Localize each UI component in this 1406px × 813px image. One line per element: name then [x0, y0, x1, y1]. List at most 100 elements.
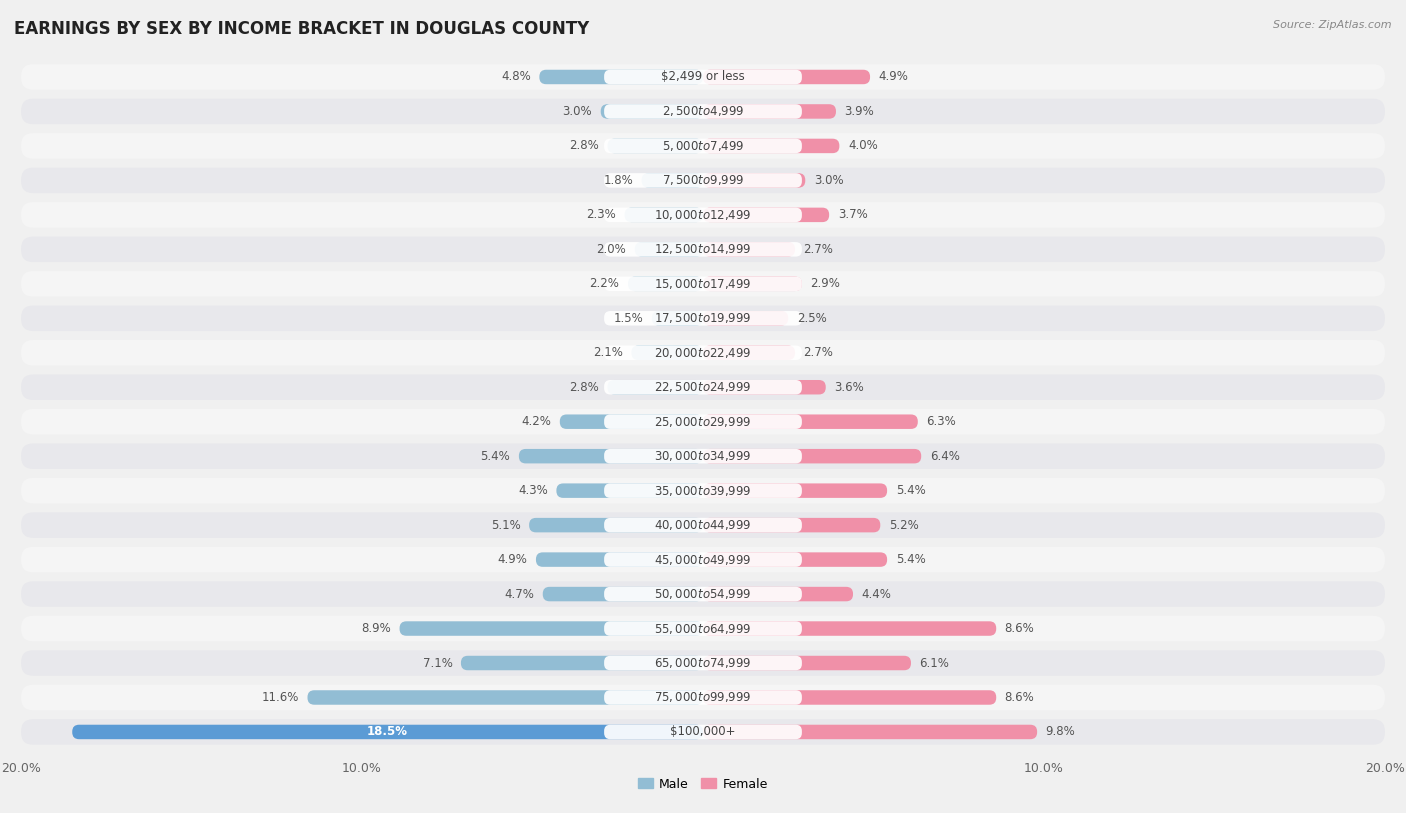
FancyBboxPatch shape — [605, 311, 801, 325]
FancyBboxPatch shape — [703, 656, 911, 670]
FancyBboxPatch shape — [21, 375, 1385, 400]
FancyBboxPatch shape — [703, 70, 870, 85]
Text: $17,500 to $19,999: $17,500 to $19,999 — [654, 311, 752, 325]
FancyBboxPatch shape — [703, 724, 1038, 739]
Text: 9.8%: 9.8% — [1046, 725, 1076, 738]
Text: $10,000 to $12,499: $10,000 to $12,499 — [654, 208, 752, 222]
FancyBboxPatch shape — [308, 690, 703, 705]
Text: $55,000 to $64,999: $55,000 to $64,999 — [654, 622, 752, 636]
Text: 4.7%: 4.7% — [505, 588, 534, 601]
FancyBboxPatch shape — [703, 449, 921, 463]
FancyBboxPatch shape — [703, 484, 887, 498]
FancyBboxPatch shape — [703, 552, 887, 567]
FancyBboxPatch shape — [605, 552, 801, 567]
FancyBboxPatch shape — [703, 139, 839, 153]
Text: 5.2%: 5.2% — [889, 519, 918, 532]
FancyBboxPatch shape — [703, 380, 825, 394]
Text: 3.6%: 3.6% — [834, 380, 865, 393]
FancyBboxPatch shape — [607, 139, 703, 153]
FancyBboxPatch shape — [519, 449, 703, 463]
Text: $45,000 to $49,999: $45,000 to $49,999 — [654, 553, 752, 567]
FancyBboxPatch shape — [605, 139, 801, 153]
FancyBboxPatch shape — [605, 207, 801, 222]
Text: 2.0%: 2.0% — [596, 243, 626, 256]
Text: 1.5%: 1.5% — [613, 312, 644, 324]
FancyBboxPatch shape — [21, 581, 1385, 606]
FancyBboxPatch shape — [21, 615, 1385, 641]
Text: 8.9%: 8.9% — [361, 622, 391, 635]
FancyBboxPatch shape — [605, 276, 801, 291]
FancyBboxPatch shape — [641, 173, 703, 188]
Text: 3.7%: 3.7% — [838, 208, 868, 221]
Text: $2,499 or less: $2,499 or less — [661, 71, 745, 84]
FancyBboxPatch shape — [607, 380, 703, 394]
FancyBboxPatch shape — [636, 242, 703, 257]
Text: $15,000 to $17,499: $15,000 to $17,499 — [654, 276, 752, 291]
Text: $65,000 to $74,999: $65,000 to $74,999 — [654, 656, 752, 670]
FancyBboxPatch shape — [703, 242, 794, 257]
Text: $40,000 to $44,999: $40,000 to $44,999 — [654, 518, 752, 533]
Text: $20,000 to $22,499: $20,000 to $22,499 — [654, 346, 752, 360]
Text: $12,500 to $14,999: $12,500 to $14,999 — [654, 242, 752, 256]
FancyBboxPatch shape — [21, 202, 1385, 228]
Text: $35,000 to $39,999: $35,000 to $39,999 — [654, 484, 752, 498]
Text: 7.1%: 7.1% — [423, 657, 453, 670]
FancyBboxPatch shape — [605, 70, 801, 85]
Text: 2.2%: 2.2% — [589, 277, 620, 290]
Text: 5.4%: 5.4% — [896, 553, 925, 566]
FancyBboxPatch shape — [624, 207, 703, 222]
Text: 5.1%: 5.1% — [491, 519, 520, 532]
FancyBboxPatch shape — [21, 340, 1385, 366]
FancyBboxPatch shape — [543, 587, 703, 602]
FancyBboxPatch shape — [560, 415, 703, 429]
Text: $5,000 to $7,499: $5,000 to $7,499 — [662, 139, 744, 153]
FancyBboxPatch shape — [605, 484, 801, 498]
FancyBboxPatch shape — [703, 621, 997, 636]
Text: $2,500 to $4,999: $2,500 to $4,999 — [662, 104, 744, 119]
FancyBboxPatch shape — [21, 306, 1385, 331]
FancyBboxPatch shape — [703, 518, 880, 533]
Text: 2.8%: 2.8% — [569, 380, 599, 393]
Text: $22,500 to $24,999: $22,500 to $24,999 — [654, 380, 752, 394]
FancyBboxPatch shape — [461, 656, 703, 670]
FancyBboxPatch shape — [21, 512, 1385, 538]
Text: 4.0%: 4.0% — [848, 139, 877, 152]
FancyBboxPatch shape — [21, 133, 1385, 159]
Text: $50,000 to $54,999: $50,000 to $54,999 — [654, 587, 752, 601]
Text: 4.9%: 4.9% — [879, 71, 908, 84]
FancyBboxPatch shape — [605, 346, 801, 360]
FancyBboxPatch shape — [703, 587, 853, 602]
FancyBboxPatch shape — [703, 415, 918, 429]
FancyBboxPatch shape — [703, 346, 794, 360]
FancyBboxPatch shape — [536, 552, 703, 567]
FancyBboxPatch shape — [703, 690, 997, 705]
FancyBboxPatch shape — [703, 276, 801, 291]
FancyBboxPatch shape — [21, 167, 1385, 193]
Text: 11.6%: 11.6% — [262, 691, 299, 704]
Text: $30,000 to $34,999: $30,000 to $34,999 — [654, 449, 752, 463]
FancyBboxPatch shape — [21, 685, 1385, 711]
FancyBboxPatch shape — [605, 173, 801, 188]
FancyBboxPatch shape — [631, 346, 703, 360]
FancyBboxPatch shape — [605, 380, 801, 394]
Text: 4.4%: 4.4% — [862, 588, 891, 601]
Text: $7,500 to $9,999: $7,500 to $9,999 — [662, 173, 744, 187]
FancyBboxPatch shape — [605, 587, 801, 602]
FancyBboxPatch shape — [605, 415, 801, 429]
Text: 3.0%: 3.0% — [562, 105, 592, 118]
Text: $25,000 to $29,999: $25,000 to $29,999 — [654, 415, 752, 428]
FancyBboxPatch shape — [21, 650, 1385, 676]
FancyBboxPatch shape — [703, 311, 789, 325]
FancyBboxPatch shape — [605, 242, 801, 257]
Text: 6.4%: 6.4% — [929, 450, 960, 463]
FancyBboxPatch shape — [21, 64, 1385, 89]
FancyBboxPatch shape — [605, 621, 801, 636]
Legend: Male, Female: Male, Female — [633, 772, 773, 796]
Text: 8.6%: 8.6% — [1005, 691, 1035, 704]
FancyBboxPatch shape — [628, 276, 703, 291]
FancyBboxPatch shape — [652, 311, 703, 325]
Text: 5.4%: 5.4% — [481, 450, 510, 463]
Text: 2.7%: 2.7% — [804, 243, 834, 256]
FancyBboxPatch shape — [529, 518, 703, 533]
Text: 2.3%: 2.3% — [586, 208, 616, 221]
